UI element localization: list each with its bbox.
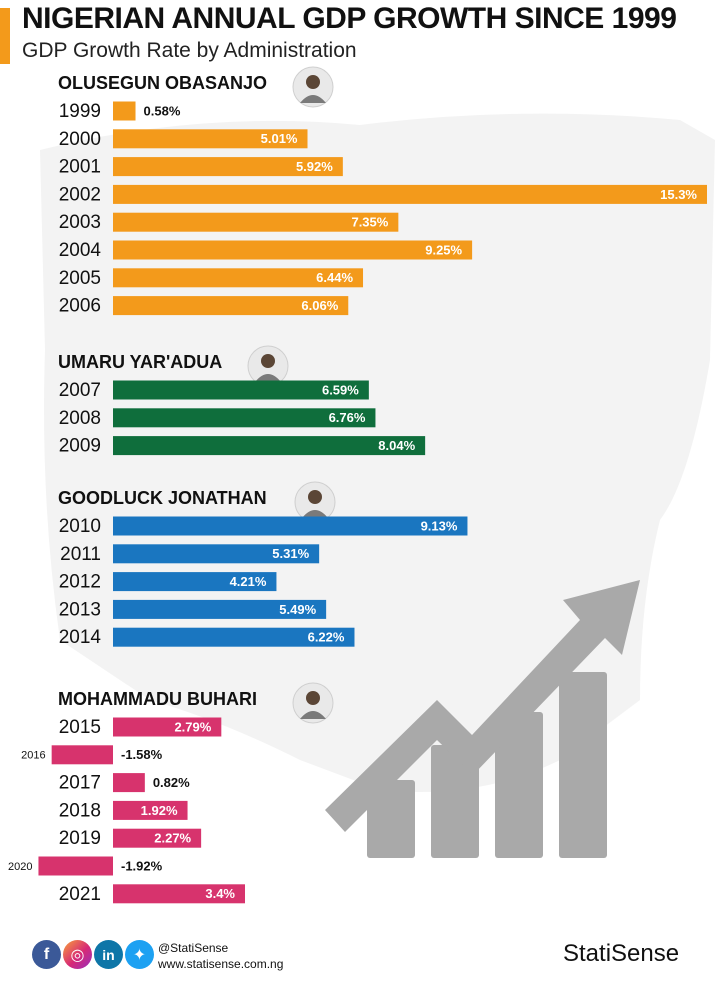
year-tick-label: 2009 [59, 436, 101, 457]
year-tick-label: 2012 [59, 572, 101, 593]
linkedin-icon[interactable]: in [94, 940, 123, 969]
year-tick-label: 2013 [59, 599, 101, 620]
year-tick-label: 2008 [59, 408, 101, 429]
value-label: 6.76% [329, 410, 366, 425]
bar [113, 268, 364, 288]
value-label: 5.01% [261, 131, 298, 146]
value-label: 5.49% [279, 602, 316, 617]
bar [113, 828, 202, 848]
bar [113, 884, 245, 904]
year-tick-label: 2004 [59, 240, 102, 261]
bar [113, 516, 468, 536]
year-tick-label: 1999 [59, 101, 101, 122]
year-tick-label: 2005 [59, 268, 101, 289]
person-portrait-icon [294, 481, 336, 523]
year-tick-label: 2019 [59, 828, 101, 849]
portrait-shoulders [255, 374, 281, 382]
bar [113, 599, 327, 619]
year-tick-label: 2018 [59, 800, 101, 821]
year-tick-label: 2007 [59, 380, 101, 401]
value-label: 2.27% [154, 831, 191, 846]
value-label: 1.92% [141, 803, 178, 818]
bar [113, 240, 473, 260]
year-tick-label: 2010 [59, 516, 101, 537]
year-tick-label: 2003 [59, 212, 101, 233]
bar [113, 408, 376, 428]
bar [113, 627, 355, 647]
portrait-head [306, 691, 320, 705]
title-accent-bar [0, 8, 10, 64]
value-label: 6.06% [301, 298, 338, 313]
person-portrait-icon [292, 682, 334, 724]
bar [113, 184, 707, 204]
value-label: 6.59% [322, 382, 359, 397]
bar [51, 745, 113, 765]
value-label: 8.04% [378, 438, 415, 453]
year-tick-label: 2001 [59, 157, 101, 178]
value-label: 0.58% [144, 103, 181, 118]
year-tick-label: 2000 [59, 129, 101, 150]
value-label: 9.25% [425, 242, 462, 257]
value-label: 15.3% [660, 187, 697, 202]
brand-logo-text: StatiSense [563, 940, 680, 967]
administration-name: GOODLUCK JONATHAN [58, 488, 267, 508]
value-label: 9.13% [421, 518, 458, 533]
administration-name: MOHAMMADU BUHARI [58, 689, 257, 709]
page-subtitle: GDP Growth Rate by Administration [22, 39, 357, 62]
bar [113, 436, 426, 456]
page-title: NIGERIAN ANNUAL GDP GROWTH SINCE 1999 [22, 2, 677, 35]
person-portrait-icon [247, 345, 289, 387]
social-links: f ◎ in ✦ [32, 940, 154, 969]
administration-name: OLUSEGUN OBASANJO [58, 73, 267, 93]
website-url[interactable]: www.statisense.com.ng [158, 957, 284, 971]
bar [113, 157, 343, 177]
value-label: 4.21% [230, 574, 267, 589]
bar [113, 572, 277, 592]
year-tick-label: 2011 [60, 544, 101, 565]
bar [113, 296, 349, 316]
value-label: 6.44% [316, 270, 353, 285]
portrait-shoulders [300, 95, 326, 103]
year-tick-label: 2017 [59, 773, 101, 794]
growth-arrow-icon [325, 580, 640, 858]
footer-handle-block: @StatiSense www.statisense.com.ng [158, 940, 283, 972]
bar [113, 380, 369, 400]
value-label: 6.22% [308, 630, 345, 645]
value-label: -1.92% [121, 858, 163, 873]
year-tick-label: 2014 [59, 627, 102, 648]
year-tick-label: 2006 [59, 296, 101, 317]
bar [113, 773, 145, 793]
person-portrait-icon [292, 66, 334, 108]
portrait-shoulders [300, 711, 326, 719]
administration-name: UMARU YAR'ADUA [58, 352, 222, 372]
gdp-chart: OLUSEGUN OBASANJO 1999 0.58% 2000 5.01% 2001 5… [8, 66, 707, 905]
bar [113, 129, 308, 149]
bar [113, 212, 399, 232]
portrait-head [261, 354, 275, 368]
year-tick-label: 2016 [21, 750, 45, 762]
bar [113, 101, 136, 121]
bar [113, 544, 320, 564]
instagram-icon[interactable]: ◎ [63, 940, 92, 969]
value-label: 0.82% [153, 775, 190, 790]
year-tick-label: 2015 [59, 717, 101, 738]
year-tick-label: 2020 [8, 861, 32, 873]
facebook-icon[interactable]: f [32, 940, 61, 969]
value-label: 5.31% [272, 546, 309, 561]
portrait-head [306, 75, 320, 89]
value-label: 3.4% [205, 886, 235, 901]
year-tick-label: 2002 [59, 184, 101, 205]
year-tick-label: 2021 [59, 884, 101, 905]
bar [38, 856, 113, 876]
value-label: -1.58% [121, 747, 163, 762]
bar [113, 800, 188, 820]
value-label: 7.35% [351, 215, 388, 230]
portrait-head [308, 490, 322, 504]
value-label: 2.79% [174, 719, 211, 734]
bar [113, 717, 222, 737]
portrait-shoulders [302, 510, 328, 518]
social-handle: @StatiSense [158, 941, 229, 955]
twitter-icon[interactable]: ✦ [125, 940, 154, 969]
value-label: 5.92% [296, 159, 333, 174]
